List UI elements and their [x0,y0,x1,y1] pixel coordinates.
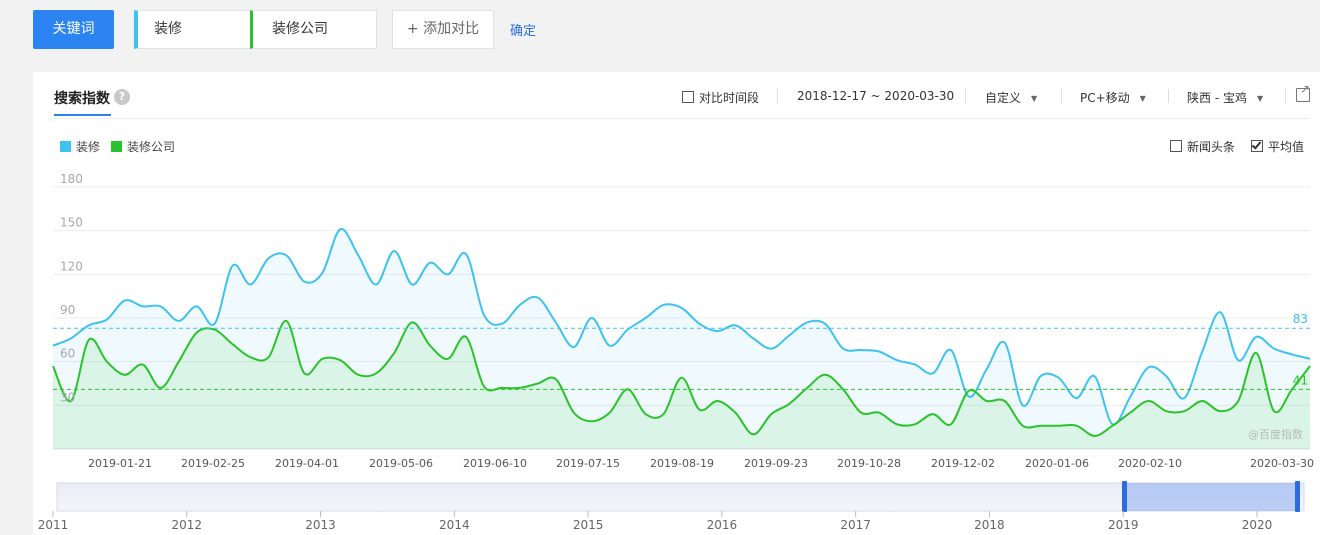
average-lines: 83 41 [53,312,1310,390]
keyword-input-1[interactable]: 装修 [134,10,255,49]
news-headlines-toggle[interactable]: 新闻头条 [1170,138,1235,155]
confirm-link[interactable]: 确定 [510,24,537,39]
y-tick-label: 180 [60,172,83,186]
legend-swatch [111,141,122,152]
time-navigator[interactable]: 2011 2012 2013 2014 2015 2016 2017 2018 2019 2020 [38,481,1305,532]
navigator-year-label: 2020 [1242,518,1273,532]
x-tick-label: 2019-06-10 [463,457,527,470]
x-tick-label: 2020-02-10 [1118,457,1182,470]
device-label: PC+移动 [1080,91,1130,105]
legend-label: 装修 [76,140,101,154]
average-label-2: 41 [1293,373,1308,387]
external-link-icon[interactable] [1296,82,1310,102]
navigator-year-label: 2014 [439,518,470,532]
navigator-handle-left[interactable] [1122,481,1127,512]
separator [1061,89,1062,103]
x-tick-label: 2020-03-30 [1250,457,1314,470]
y-tick-label: 60 [60,347,75,361]
watermark: @百度指数 [1248,427,1303,441]
legend-item-series1[interactable]: 装修 [60,138,100,155]
y-tick-label: 90 [60,303,75,317]
separator [1285,89,1286,103]
x-tick-label: 2019-09-23 [744,457,808,470]
device-dropdown[interactable]: PC+移动 ▼ [1080,89,1146,106]
navigator-year-label: 2013 [305,518,336,532]
legend-label: 装修公司 [127,140,176,154]
x-tick-label: 2020-01-06 [1025,457,1089,470]
region-label: 陕西 - 宝鸡 [1187,91,1247,105]
add-compare-button[interactable]: + 添加对比 [392,10,494,49]
header-divider [54,118,1309,119]
series-area-1 [53,228,1310,449]
series-area-2 [53,320,1310,449]
y-tick-label: 150 [60,216,83,230]
navigator-year-label: 2019 [1108,518,1139,532]
tab-search-index[interactable]: 搜索指数 [54,91,110,107]
series-line-2[interactable] [52,319,1311,437]
x-tick-label: 2019-05-06 [369,457,433,470]
news-headlines-checkbox[interactable] [1170,140,1182,152]
chevron-down-icon: ▼ [1256,94,1264,103]
keyword-tab-button[interactable]: 关键词 [33,10,114,49]
navigator-selection [1125,483,1298,511]
series-areas [53,228,1310,449]
navigator-year-label: 2017 [840,518,871,532]
navigator-handle-right[interactable] [1295,481,1300,512]
x-tick-label: 2019-02-25 [181,457,245,470]
navigator-year-label: 2012 [172,518,203,532]
keyword-input-2[interactable]: 装修公司 [250,10,377,49]
region-dropdown[interactable]: 陕西 - 宝鸡 ▼ [1187,89,1263,106]
legend-swatch [60,141,71,152]
help-icon[interactable]: ? [114,89,130,105]
keyword-toolbar: 关键词 装修 装修公司 + 添加对比 确定 [0,0,1320,65]
navigator-track [56,482,1305,512]
custom-range-label: 自定义 [985,91,1022,105]
grid-lines [53,186,1310,450]
search-index-panel: 搜索指数 ? 对比时间段 2018-12-17 ~ 2020-03-30 自定义… [33,72,1320,535]
x-tick-label: 2019-01-21 [88,457,152,470]
compare-period-label: 对比时间段 [699,91,760,105]
separator [1168,89,1169,103]
average-label-1: 83 [1293,312,1308,326]
navigator-year-label: 2015 [573,518,604,532]
navigator-year-label: 2016 [707,518,738,532]
x-tick-label: 2019-07-15 [556,457,620,470]
series-lines[interactable] [52,228,1311,437]
average-checkbox[interactable] [1251,140,1263,152]
tab-underline [54,114,111,116]
navigator-year-label: 2018 [974,518,1005,532]
compare-period-toggle[interactable]: 对比时间段 [682,89,759,106]
chevron-down-icon: ▼ [1031,94,1038,103]
news-headlines-label: 新闻头条 [1187,140,1236,154]
x-tick-label: 2019-04-01 [275,457,339,470]
separator [777,89,778,103]
x-tick-label: 2019-08-19 [650,457,714,470]
y-tick-label: 120 [60,259,83,273]
average-toggle[interactable]: 平均值 [1251,138,1304,155]
series-line-1[interactable] [52,228,1311,426]
y-tick-label: 30 [60,390,75,404]
legend-item-series2[interactable]: 装修公司 [111,138,175,155]
navigator-year-label: 2011 [38,518,69,532]
average-label: 平均值 [1268,140,1305,154]
separator [965,89,966,103]
compare-period-checkbox[interactable] [682,91,694,103]
date-range-picker[interactable]: 2018-12-17 ~ 2020-03-30 [797,89,955,103]
x-tick-label: 2019-10-28 [837,457,901,470]
chevron-down-icon: ▼ [1139,94,1146,103]
x-tick-label: 2019-12-02 [931,457,995,470]
axis-labels: 180 150 120 90 60 30 2019-01-21 2019-02-25 2019-… [60,172,1314,470]
custom-range-dropdown[interactable]: 自定义 ▼ [985,89,1037,106]
